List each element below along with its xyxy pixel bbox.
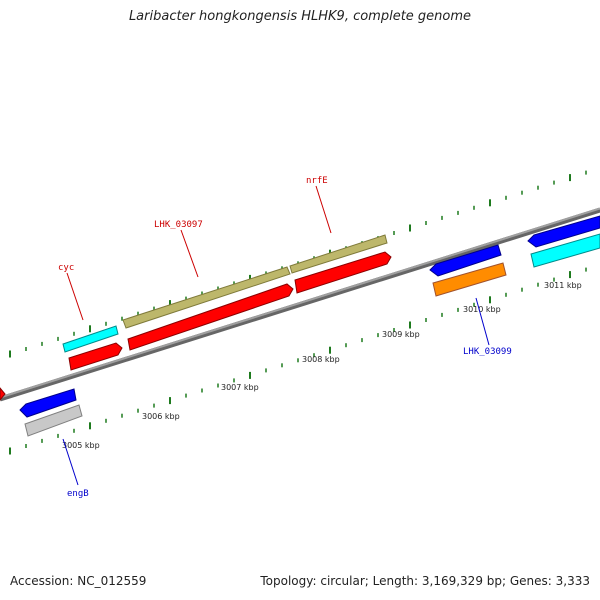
gene-label-engb[interactable]: engB — [67, 489, 89, 499]
forward-strand-genes — [62, 234, 392, 371]
scale-label-3006: 3006 kbp — [142, 412, 180, 421]
scale-label-3011: 3011 kbp — [544, 281, 582, 290]
genome-backbone — [0, 207, 600, 402]
label-leaders — [62, 185, 490, 486]
leader-lhk03099 — [475, 297, 490, 346]
topology-text: Topology: circular; Length: 3,169,329 bp… — [260, 574, 590, 588]
scale-label-3008: 3008 kbp — [302, 355, 340, 364]
gene-labels: cyc LHK_03097 nrfE LHK_03099 engB — [58, 176, 512, 499]
scale-labels: 3005 kbp 3006 kbp 3007 kbp 3008 kbp 3009… — [62, 281, 582, 450]
scale-label-3005: 3005 kbp — [62, 441, 100, 450]
leader-nrfe — [315, 185, 332, 234]
accession-text: Accession: NC_012559 — [10, 574, 147, 588]
gene-lhk03097-olive[interactable] — [122, 266, 291, 329]
gene-cyc-red[interactable] — [68, 342, 123, 371]
map-title: Laribacter hongkongensis HLHK9, complete… — [128, 9, 472, 24]
leader-cyc — [66, 272, 84, 321]
scale-label-3010: 3010 kbp — [463, 305, 501, 314]
leader-engb — [62, 438, 79, 486]
gene-right-blue[interactable] — [527, 215, 600, 248]
gene-label-lhk03097[interactable]: LHK_03097 — [154, 220, 203, 230]
gene-label-lhk03099[interactable]: LHK_03099 — [463, 347, 512, 357]
gene-left-red-fragment[interactable] — [0, 387, 6, 401]
gene-lhk03099-blue[interactable] — [429, 244, 502, 277]
gene-cyc-cyan[interactable] — [62, 325, 119, 353]
leader-lhk03097 — [180, 229, 199, 278]
gene-label-cyc[interactable]: cyc — [58, 263, 74, 273]
gene-engb-blue[interactable] — [19, 388, 77, 418]
gene-right-cyan[interactable] — [530, 233, 600, 268]
gene-lhk03097-red[interactable] — [127, 283, 294, 351]
reverse-strand-genes — [0, 215, 600, 437]
gene-lhk03099-orange[interactable] — [432, 262, 507, 297]
gene-label-nrfe[interactable]: nrfE — [306, 176, 328, 186]
scale-label-3007: 3007 kbp — [221, 383, 259, 392]
lower-tick-ruler — [9, 267, 587, 455]
gene-nrfe-red[interactable] — [294, 251, 392, 294]
gene-nrfe-olive[interactable] — [289, 234, 388, 274]
gene-engb-gray[interactable] — [24, 404, 83, 437]
scale-label-3009: 3009 kbp — [382, 330, 420, 339]
